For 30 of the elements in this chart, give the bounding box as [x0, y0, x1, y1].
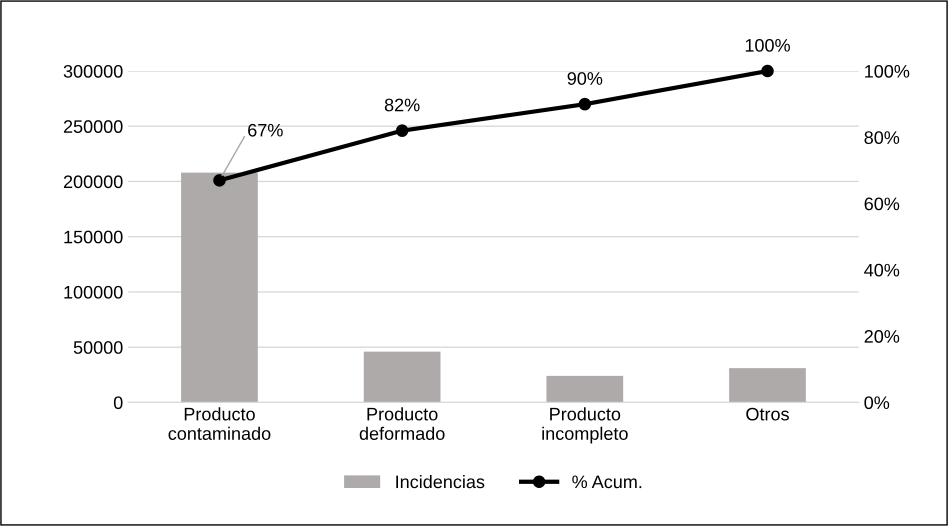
bar — [364, 352, 440, 402]
data-label: 100% — [746, 38, 790, 52]
x-tick-label: Producto incompleto — [542, 407, 628, 444]
y-tick-label: 150000 — [64, 230, 123, 244]
y2-tick-label: 0% — [864, 396, 890, 410]
x-tick-label: Producto contaminado — [168, 407, 270, 440]
point — [761, 64, 774, 78]
data-label: 82% — [384, 98, 420, 112]
x-tick-label: Producto deformado — [360, 407, 445, 440]
legend-label: % Acum. — [572, 476, 642, 488]
y-tick-label: 0 — [114, 396, 123, 410]
y2-tick-label: 40% — [864, 264, 900, 277]
x-tick-label: Otros — [746, 408, 789, 421]
y2-tick-label: 100% — [865, 64, 910, 78]
point — [396, 124, 408, 137]
y2-tick-label: 60% — [864, 197, 900, 210]
point — [213, 174, 226, 187]
point — [578, 98, 592, 110]
y-tick-label: 50000 — [74, 341, 123, 354]
y2-tick-label: 20% — [864, 330, 900, 343]
bar — [729, 368, 806, 402]
data-label: 67% — [248, 124, 283, 137]
y-tick-label: 100000 — [64, 286, 123, 299]
y-tick-label: 300000 — [64, 64, 123, 78]
legend-label: Incidencias — [396, 474, 484, 488]
y-tick-label: 250000 — [64, 120, 123, 133]
y-tick-label: 200000 — [64, 175, 123, 188]
data-label: 90% — [568, 72, 602, 85]
y2-tick-label: 80% — [864, 131, 900, 144]
bar — [546, 376, 624, 402]
